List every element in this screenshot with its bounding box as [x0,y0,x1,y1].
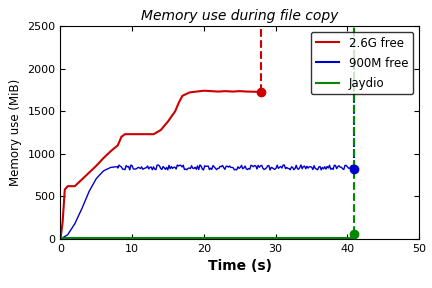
Y-axis label: Memory use (MiB): Memory use (MiB) [9,79,22,186]
X-axis label: Time (s): Time (s) [208,259,272,274]
Legend: 2.6G free, 900M free, Jaydio: 2.6G free, 900M free, Jaydio [311,32,413,94]
Title: Memory use during file copy: Memory use during file copy [141,10,338,23]
